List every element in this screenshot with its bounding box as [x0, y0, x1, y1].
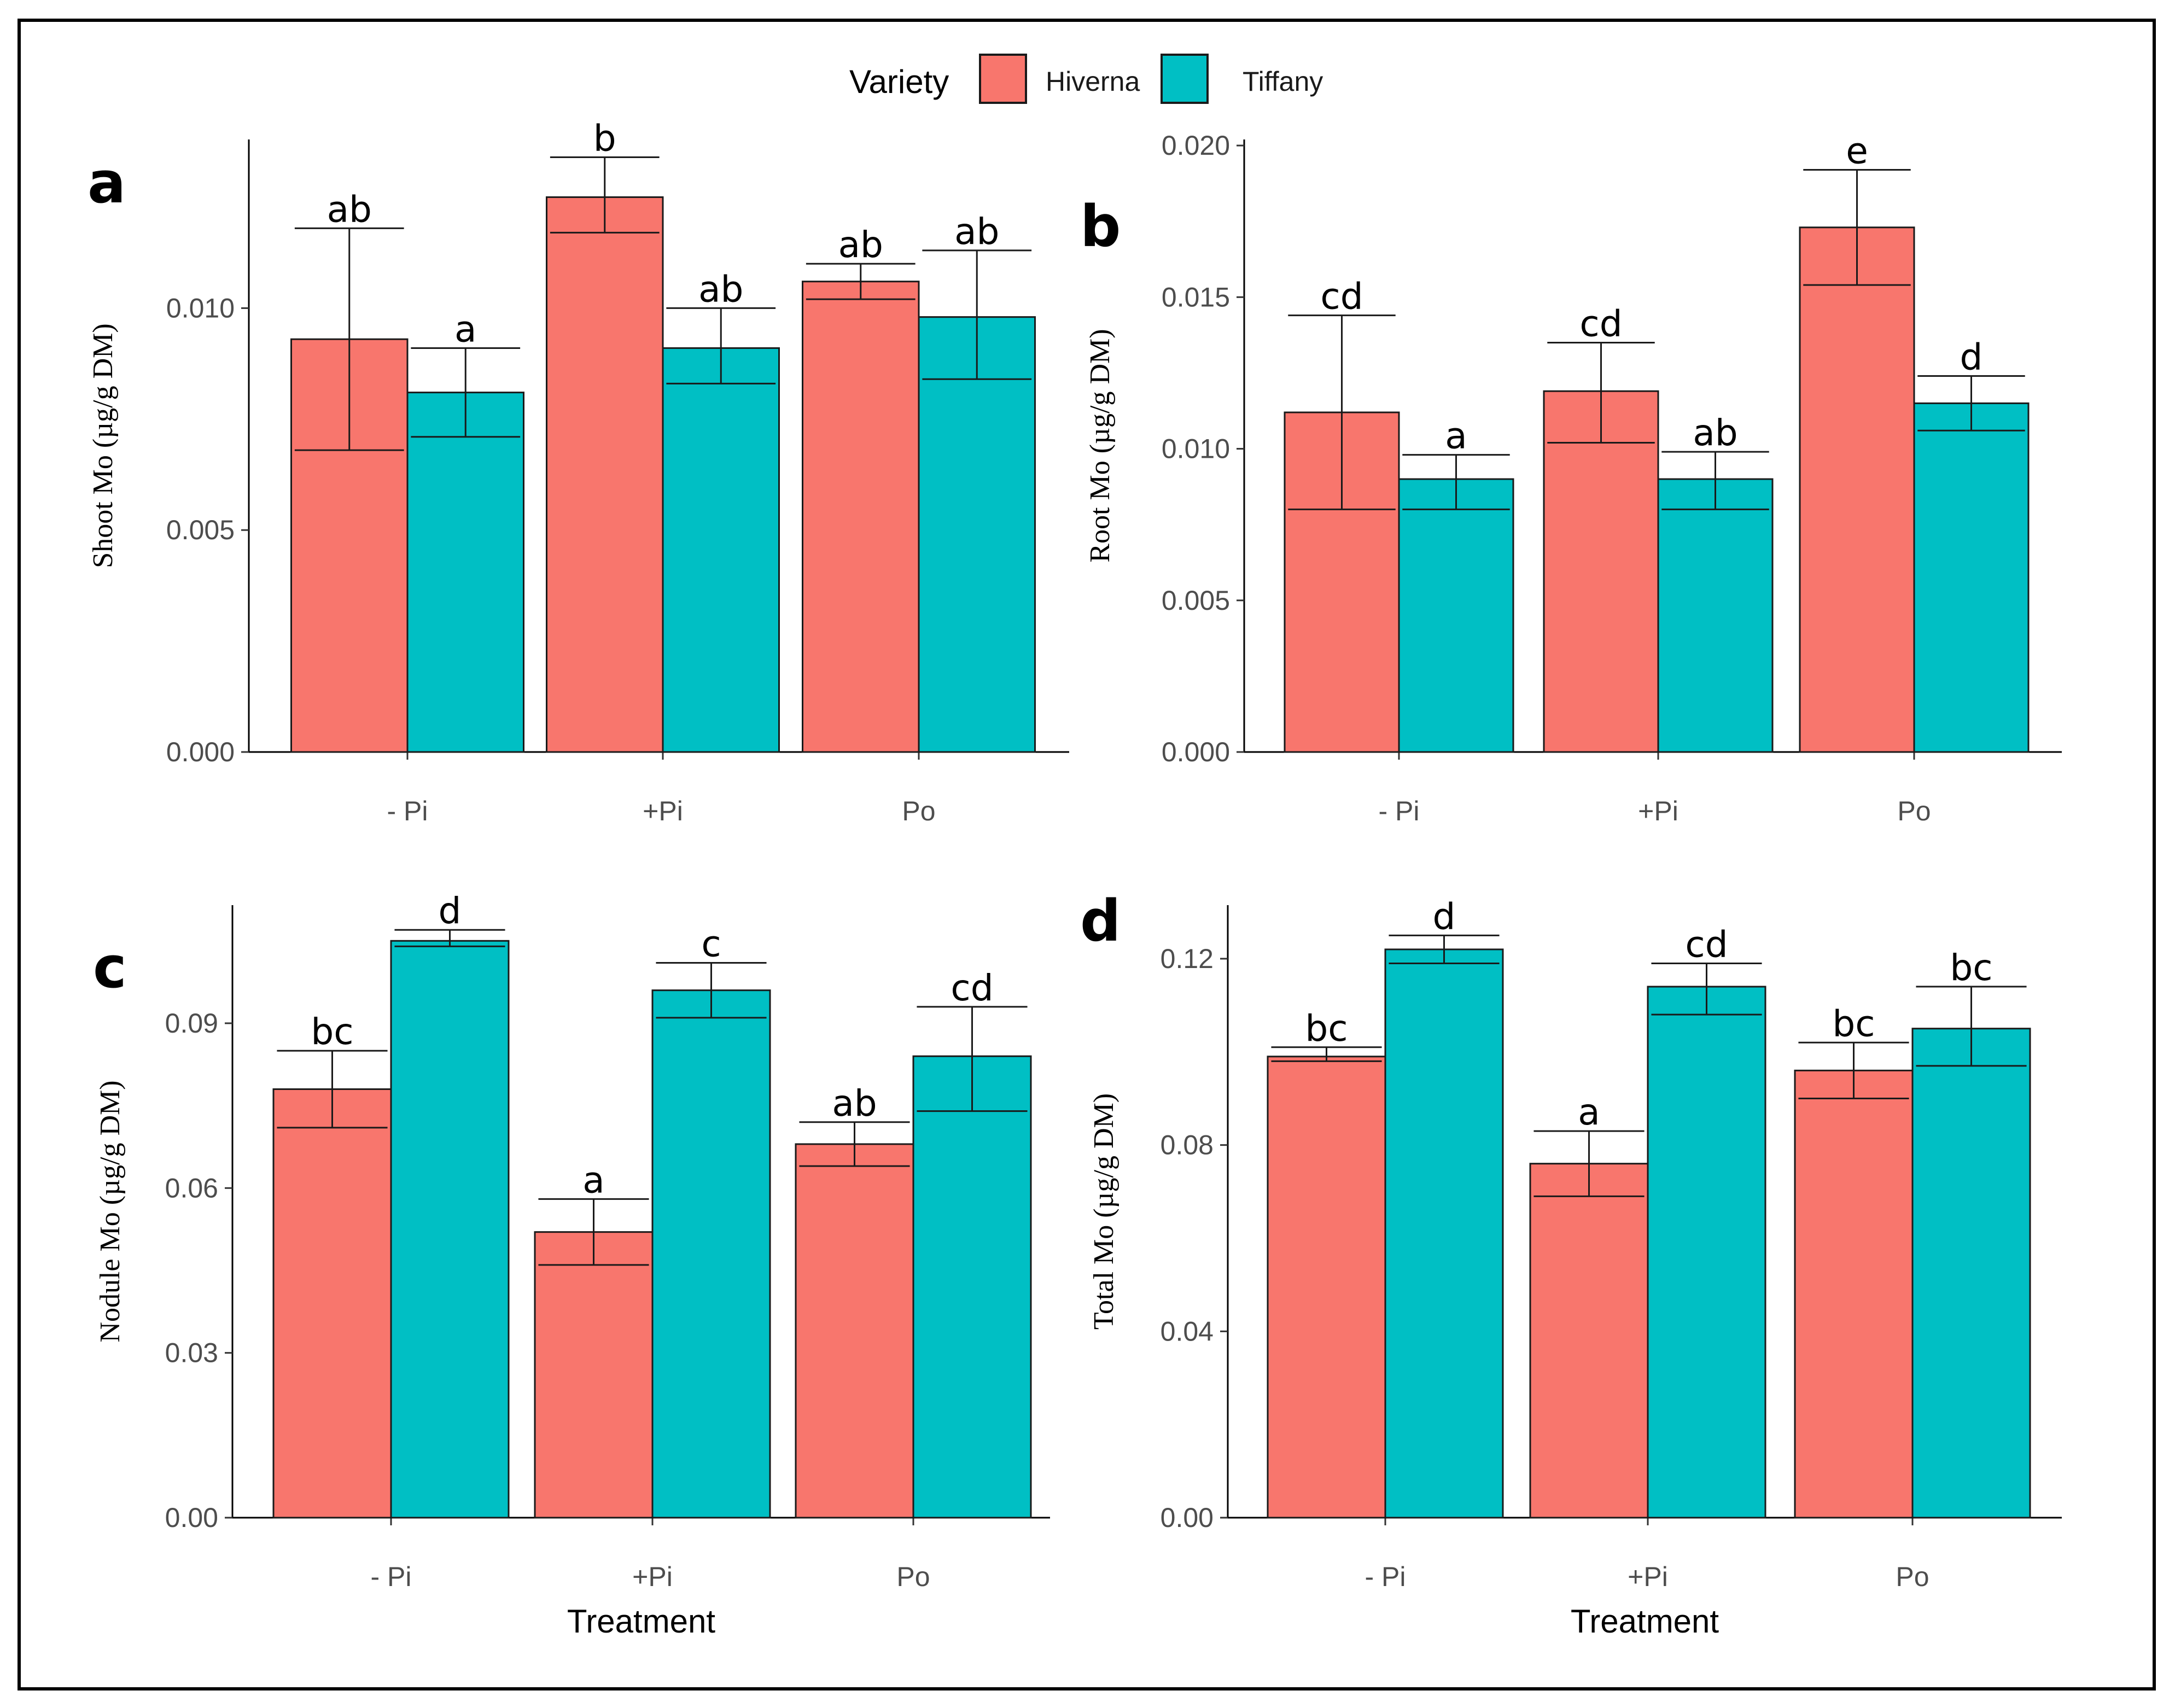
y-axis-label: Nodule Mo (µg/g DM): [95, 1080, 126, 1342]
bar-hiverna: [1543, 390, 1659, 753]
legend-swatch-hiverna: [979, 54, 1027, 104]
bar-tiffany: [1384, 948, 1504, 1519]
bar-tiffany: [918, 316, 1036, 753]
significance-label-hiverna: ab: [832, 1082, 877, 1124]
significance-label-hiverna: ab: [838, 224, 883, 266]
significance-label-tiffany: ab: [1693, 412, 1737, 454]
bar-tiffany: [651, 989, 771, 1519]
significance-label-hiverna: e: [1846, 130, 1868, 172]
bar-tiffany: [1657, 478, 1774, 753]
significance-label-hiverna: a: [582, 1159, 604, 1201]
y-tick-label: 0.015: [1162, 282, 1230, 312]
y-axis-label: Root Mo (µg/g DM): [1084, 329, 1116, 562]
bar-hiverna: [1794, 1069, 1914, 1519]
x-tick-label: +Pi: [1638, 796, 1678, 826]
y-tick-label: 0.09: [165, 1008, 218, 1039]
legend-label-tiffany: Tiffany: [1243, 66, 1323, 97]
significance-label-tiffany: d: [439, 890, 462, 932]
panel-c: c 0.00 0.03 0.06 0.09 Nodule Mo (µg/g DM) - Pi…: [93, 890, 1050, 1640]
significance-label-tiffany: d: [1433, 895, 1456, 937]
significance-label-tiffany: bc: [1950, 947, 1992, 989]
panel-d: d 0.00 0.04 0.08 0.12 Total Mo (µg/g DM) - Pi +…: [1080, 888, 2062, 1640]
y-tick-label: 0.005: [1162, 585, 1230, 616]
x-tick-label: Po: [1897, 796, 1931, 826]
significance-label-hiverna: bc: [311, 1011, 353, 1053]
bar-hiverna: [1267, 1056, 1386, 1519]
x-tick-label: - Pi: [1365, 1561, 1406, 1592]
x-tick-label: Po: [902, 796, 935, 826]
bar-hiverna: [802, 281, 920, 753]
y-tick-label: 0.06: [165, 1173, 218, 1203]
legend-title: Variety: [849, 63, 949, 100]
x-tick-label: Po: [896, 1561, 930, 1592]
bar-hiverna: [272, 1088, 392, 1519]
significance-label-tiffany: cd: [951, 967, 993, 1009]
bar-tiffany: [1647, 986, 1766, 1519]
bar-tiffany: [1398, 478, 1514, 753]
bar-tiffany: [1911, 1028, 2031, 1519]
panel-letter: b: [1080, 193, 1121, 260]
bar-hiverna: [534, 1231, 654, 1519]
panel-letter: a: [88, 149, 126, 216]
y-tick-label: 0.000: [166, 737, 235, 767]
significance-label-hiverna: ab: [327, 188, 372, 230]
x-axis-label: Treatment: [1571, 1603, 1719, 1640]
significance-label-hiverna: bc: [1305, 1007, 1348, 1050]
significance-label-hiverna: cd: [1579, 302, 1622, 345]
significance-label-tiffany: ab: [698, 268, 743, 310]
x-tick-label: +Pi: [1628, 1561, 1668, 1592]
legend: Variety Hiverna Tiffany: [849, 54, 1323, 104]
bar-tiffany: [912, 1055, 1032, 1519]
bar-tiffany: [662, 347, 780, 753]
significance-label-tiffany: a: [1445, 415, 1467, 457]
bar-tiffany: [1913, 402, 2030, 753]
y-tick-label: 0.000: [1162, 737, 1230, 767]
bar-hiverna: [1799, 226, 1915, 753]
bar-hiverna: [546, 196, 664, 753]
panel-a: a 0.000 0.005 0.010 Shoot Mo (µg/g DM) - Pi +P…: [88, 117, 1069, 826]
bar-tiffany: [406, 392, 524, 753]
x-tick-label: - Pi: [371, 1561, 412, 1592]
significance-label-hiverna: cd: [1320, 276, 1363, 318]
x-tick-label: - Pi: [387, 796, 428, 826]
y-tick-label: 0.005: [166, 515, 235, 545]
y-tick-label: 0.00: [1161, 1502, 1214, 1533]
y-axis-label: Total Mo (µg/g DM): [1088, 1093, 1119, 1330]
significance-label-tiffany: a: [454, 308, 476, 350]
bar-tiffany: [390, 940, 510, 1519]
x-tick-label: +Pi: [632, 1561, 673, 1592]
x-tick-label: +Pi: [643, 796, 683, 826]
significance-label-hiverna: bc: [1832, 1002, 1875, 1045]
y-tick-label: 0.08: [1161, 1130, 1214, 1161]
y-tick-label: 0.12: [1161, 943, 1214, 974]
y-tick-label: 0.010: [1162, 434, 1230, 464]
y-tick-label: 0.00: [165, 1502, 218, 1533]
significance-label-tiffany: cd: [1685, 923, 1728, 965]
bar-hiverna: [1529, 1163, 1649, 1519]
x-tick-label: Po: [1896, 1561, 1929, 1592]
y-tick-label: 0.010: [166, 293, 235, 323]
y-tick-label: 0.03: [165, 1338, 218, 1368]
legend-swatch-tiffany: [1161, 54, 1209, 104]
x-axis-label: Treatment: [567, 1603, 716, 1640]
y-tick-label: 0.04: [1161, 1316, 1214, 1346]
panel-letter: d: [1080, 888, 1121, 954]
x-tick-label: - Pi: [1379, 796, 1420, 826]
y-tick-label: 0.020: [1162, 130, 1230, 161]
panel-letter: c: [93, 934, 127, 1001]
significance-label-tiffany: d: [1960, 336, 1983, 378]
legend-label-hiverna: Hiverna: [1046, 66, 1140, 97]
y-axis-label: Shoot Mo (µg/g DM): [88, 323, 119, 568]
significance-label-hiverna: b: [593, 117, 616, 159]
significance-label-tiffany: c: [701, 923, 721, 965]
significance-label-hiverna: a: [1578, 1091, 1600, 1133]
bar-hiverna: [795, 1143, 914, 1519]
significance-label-tiffany: ab: [954, 211, 999, 253]
panel-b: b 0.000 0.005 0.010 0.015 0.020 Root Mo (µg/g …: [1080, 130, 2062, 826]
